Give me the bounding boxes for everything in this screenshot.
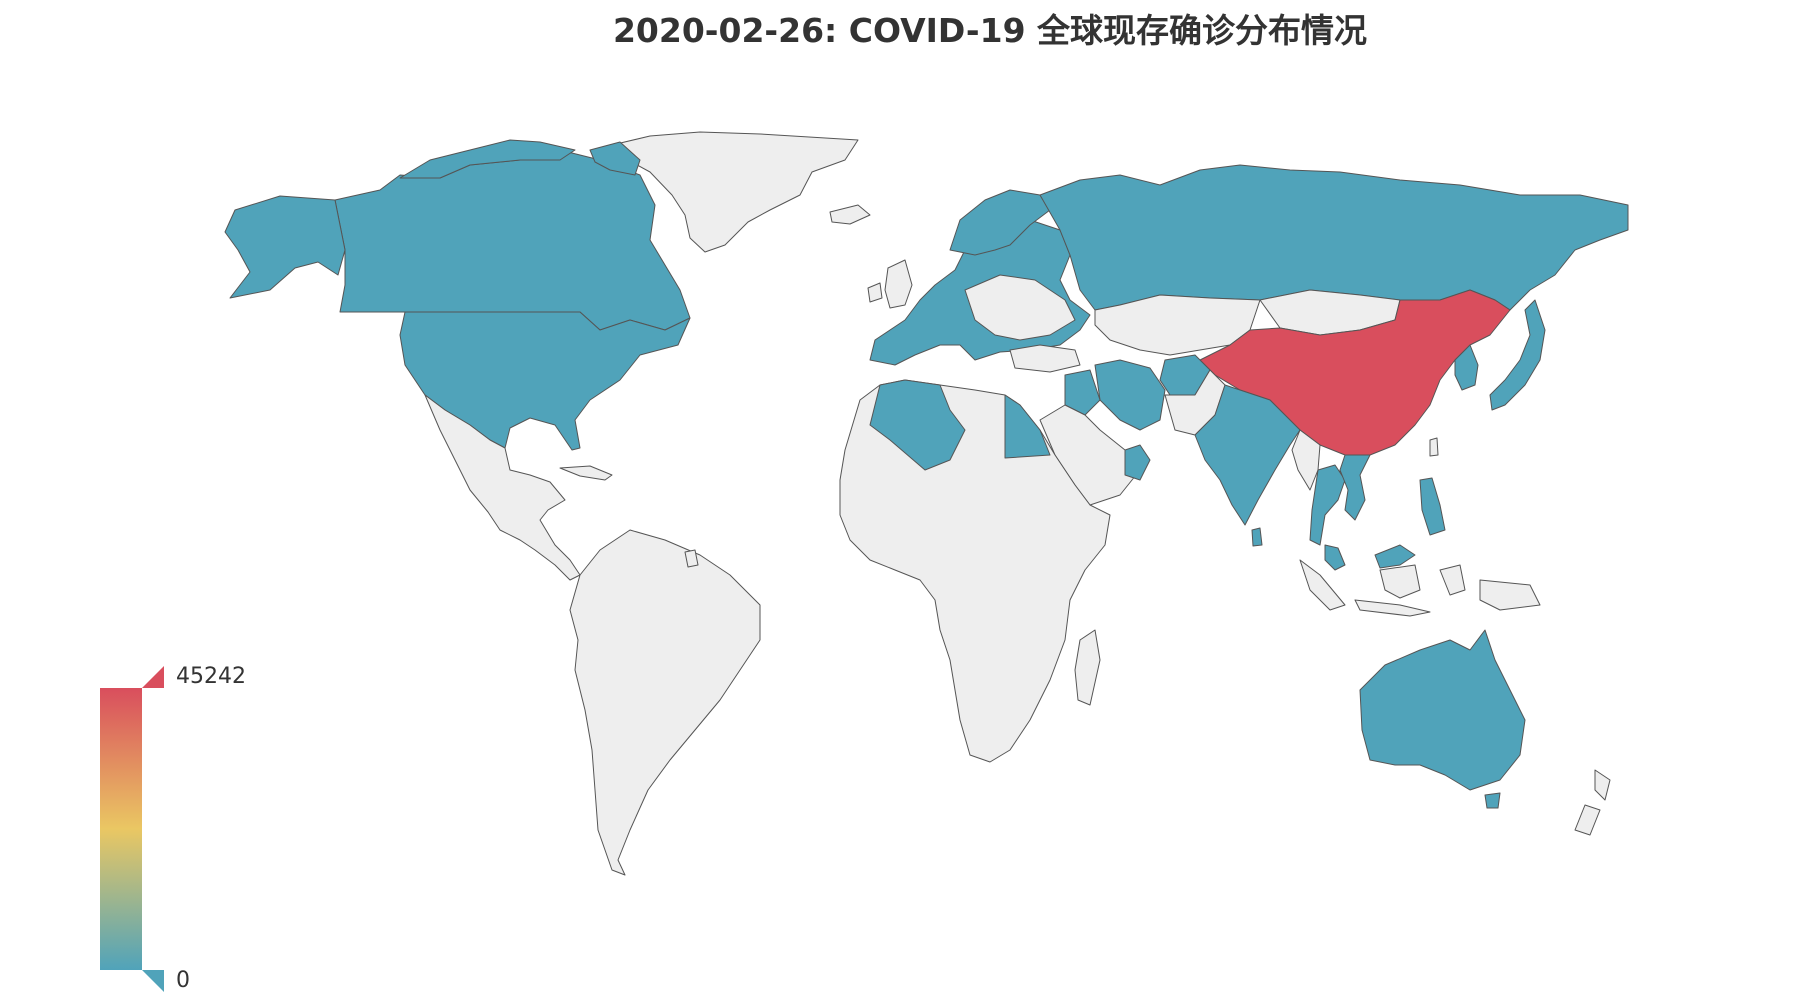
region-japan[interactable]	[1489, 299, 1546, 411]
region-algeria[interactable]	[869, 379, 966, 471]
region-french-guiana[interactable]	[684, 549, 699, 568]
region-sri-lanka[interactable]	[1251, 527, 1263, 547]
region-egypt[interactable]	[1004, 394, 1051, 459]
legend-min-handle-icon[interactable]	[142, 970, 164, 992]
region-canada-islands[interactable]	[399, 139, 576, 179]
region-caribbean[interactable]	[559, 465, 613, 481]
region-madagascar[interactable]	[1074, 629, 1101, 706]
region-australia[interactable]	[1359, 629, 1526, 791]
region-canada-baffin[interactable]	[589, 141, 641, 176]
region-iraq[interactable]	[1064, 369, 1101, 416]
legend-min-label: 0	[176, 968, 190, 993]
region-iceland[interactable]	[829, 204, 871, 225]
region-iran[interactable]	[1094, 359, 1166, 431]
region-united-kingdom[interactable]	[884, 259, 913, 309]
region-india[interactable]	[1194, 384, 1301, 526]
region-greenland[interactable]	[611, 131, 859, 253]
region-south-america[interactable]	[569, 529, 761, 876]
region-vietnam[interactable]	[1339, 454, 1371, 521]
region-malaysia[interactable]	[1324, 544, 1346, 571]
region-russia[interactable]	[1039, 164, 1629, 311]
region-ireland[interactable]	[867, 282, 883, 303]
region-new-zealand[interactable]	[1574, 769, 1611, 836]
region-oman[interactable]	[1124, 444, 1151, 481]
region-taiwan[interactable]	[1429, 437, 1439, 457]
region-turkey[interactable]	[1009, 344, 1081, 373]
legend-gradient-bar[interactable]	[100, 688, 142, 970]
chart-title: 2020-02-26: COVID-19 全球现存确诊分布情况	[612, 11, 1368, 50]
region-mexico[interactable]	[424, 394, 581, 581]
region-indonesia[interactable]	[1299, 559, 1541, 617]
legend-max-handle-icon[interactable]	[142, 666, 164, 688]
region-philippines[interactable]	[1419, 477, 1446, 536]
visual-map-legend[interactable]	[100, 666, 164, 992]
region-tasmania[interactable]	[1484, 792, 1501, 809]
region-myanmar[interactable]	[1291, 429, 1321, 491]
region-eastern-europe[interactable]	[964, 274, 1076, 341]
region-alaska[interactable]	[224, 195, 346, 299]
legend-max-label: 45242	[176, 664, 246, 689]
region-canada[interactable]	[334, 149, 691, 331]
region-korea[interactable]	[1454, 344, 1479, 391]
region-thailand[interactable]	[1309, 464, 1346, 546]
region-malaysia-borneo[interactable]	[1374, 544, 1416, 569]
